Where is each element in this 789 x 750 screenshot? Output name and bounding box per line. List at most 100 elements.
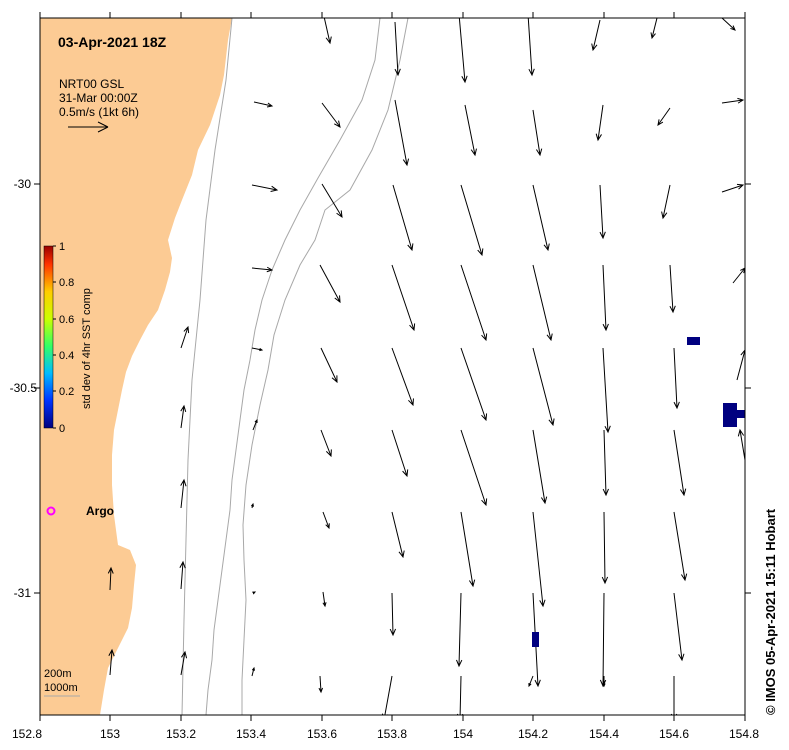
current-vector-arrow xyxy=(323,18,332,45)
colorbar-label: std dev of 4hr SST comp xyxy=(81,288,93,409)
x-tick-label: 153.8 xyxy=(377,727,407,741)
argo-float-marker xyxy=(46,506,56,516)
sst-cell xyxy=(737,410,745,418)
current-vector-arrow xyxy=(595,104,604,142)
current-vector-arrow xyxy=(320,347,338,384)
current-vector-arrow xyxy=(670,676,678,715)
x-tick-label: 154.8 xyxy=(729,727,759,741)
x-tick-label: 153.2 xyxy=(166,727,196,741)
current-vector-arrow xyxy=(318,675,324,694)
current-vector-arrow xyxy=(322,591,327,608)
x-tick-label: 154 xyxy=(453,727,473,741)
axis-ticks xyxy=(34,12,751,721)
y-tick-label: -31 xyxy=(14,586,32,600)
current-vector-arrow xyxy=(532,429,548,505)
current-vector-arrow xyxy=(251,184,279,192)
current-vector-arrow xyxy=(391,511,405,559)
current-vector-arrow xyxy=(394,99,410,167)
current-vector-arrow xyxy=(527,18,535,77)
current-vector-arrow xyxy=(532,347,555,427)
imos-credit-text: © IMOS 05-Apr-2021 15:11 Hobart xyxy=(763,508,778,715)
argo-label: Argo xyxy=(86,504,114,518)
current-vector-arrow xyxy=(673,429,687,497)
current-vector-arrow xyxy=(394,21,401,77)
x-tick-label: 153 xyxy=(100,727,120,741)
x-tick-label: 154.4 xyxy=(589,727,619,741)
current-vector-arrow xyxy=(179,560,186,590)
current-vector-arrow xyxy=(532,184,550,252)
current-vector-arrow xyxy=(736,349,745,381)
current-vector-arrow xyxy=(321,102,341,128)
current-vector-arrow xyxy=(250,502,254,509)
x-tick-label: 152.8 xyxy=(12,727,42,741)
current-vector-arrow xyxy=(319,264,341,304)
current-vector-arrow xyxy=(737,428,745,461)
current-vector-arrow xyxy=(460,429,488,507)
current-vector-arrow xyxy=(464,104,477,157)
current-vector-arrow xyxy=(460,347,488,422)
current-vector-arrow xyxy=(391,347,414,407)
sst-cell xyxy=(723,403,737,427)
current-vector-arrow xyxy=(599,592,607,688)
legend-date: 31-Mar 00:00Z xyxy=(59,91,138,105)
current-vector-arrow xyxy=(320,429,332,458)
current-vector-arrow xyxy=(392,184,414,252)
current-vector-arrow xyxy=(602,429,609,497)
contour-200m-shelf xyxy=(181,18,233,715)
current-vector-arrow xyxy=(601,511,609,585)
current-vector-arrow xyxy=(252,591,257,595)
y-axis-labels: -30 -30.5 -31 xyxy=(10,177,38,600)
current-vector-arrow xyxy=(460,511,476,588)
current-vector-arrow xyxy=(528,675,534,688)
current-vector-arrow xyxy=(389,592,397,637)
current-vector-arrow xyxy=(391,264,416,332)
current-vector-arrow xyxy=(322,511,330,530)
current-vector-arrow xyxy=(602,264,609,332)
contour-legend-200m: 200m xyxy=(44,668,72,680)
colorbar-tick-label: 0.8 xyxy=(59,277,74,289)
legend-scale: 0.5m/s (1kt 6h) xyxy=(59,105,139,119)
land-coastline xyxy=(40,18,232,715)
x-tick-label: 153.4 xyxy=(236,727,266,741)
colorbar xyxy=(43,245,54,429)
colorbar-tick-label: 0.6 xyxy=(59,314,74,326)
current-vector-arrow xyxy=(721,18,736,31)
current-vector-arrow xyxy=(381,675,393,715)
colorbar-tick-label: 0 xyxy=(59,423,65,435)
current-vector-arrow xyxy=(657,107,671,126)
current-vector-arrow xyxy=(602,347,611,434)
sst-cell xyxy=(532,632,539,647)
current-vector-arrow xyxy=(673,592,685,662)
current-vector-arrow xyxy=(251,347,264,352)
current-vector-arrow xyxy=(180,478,187,509)
contour-200m xyxy=(205,18,381,715)
colorbar-ticks xyxy=(53,245,56,429)
x-axis-labels: 152.8 153 153.2 153.4 153.6 153.8 154 15… xyxy=(12,727,759,741)
current-vector-arrow xyxy=(456,675,464,715)
current-vector-arrow xyxy=(460,264,488,342)
current-vector-arrow xyxy=(253,101,274,108)
x-tick-label: 153.6 xyxy=(307,727,337,741)
current-vector-arrow xyxy=(391,429,409,478)
current-vector-arrow xyxy=(669,264,676,314)
current-vector-arrow xyxy=(532,511,546,608)
current-vector-arrow xyxy=(321,183,343,219)
colorbar-tick-label: 0.2 xyxy=(59,386,74,398)
y-tick-label: -30 xyxy=(14,177,32,191)
current-vector-arrow xyxy=(180,404,187,429)
current-vector-arrow xyxy=(673,511,688,582)
current-vector-arrow xyxy=(251,666,255,677)
current-vector-arrow xyxy=(180,325,190,349)
current-vector-arrow xyxy=(180,650,188,676)
legend-product: NRT00 GSL xyxy=(59,77,124,91)
current-vector-arrow xyxy=(460,184,484,257)
sst-cell xyxy=(687,337,700,345)
current-vector-arrow xyxy=(458,18,468,84)
current-vector-arrow xyxy=(107,566,114,591)
current-vector-arrow xyxy=(661,184,671,220)
x-tick-label: 154.2 xyxy=(518,727,548,741)
current-vector-arrow xyxy=(721,97,745,104)
current-vector-arrow xyxy=(532,264,553,342)
legend-scale-arrow xyxy=(68,121,109,133)
current-vectors xyxy=(107,18,745,715)
